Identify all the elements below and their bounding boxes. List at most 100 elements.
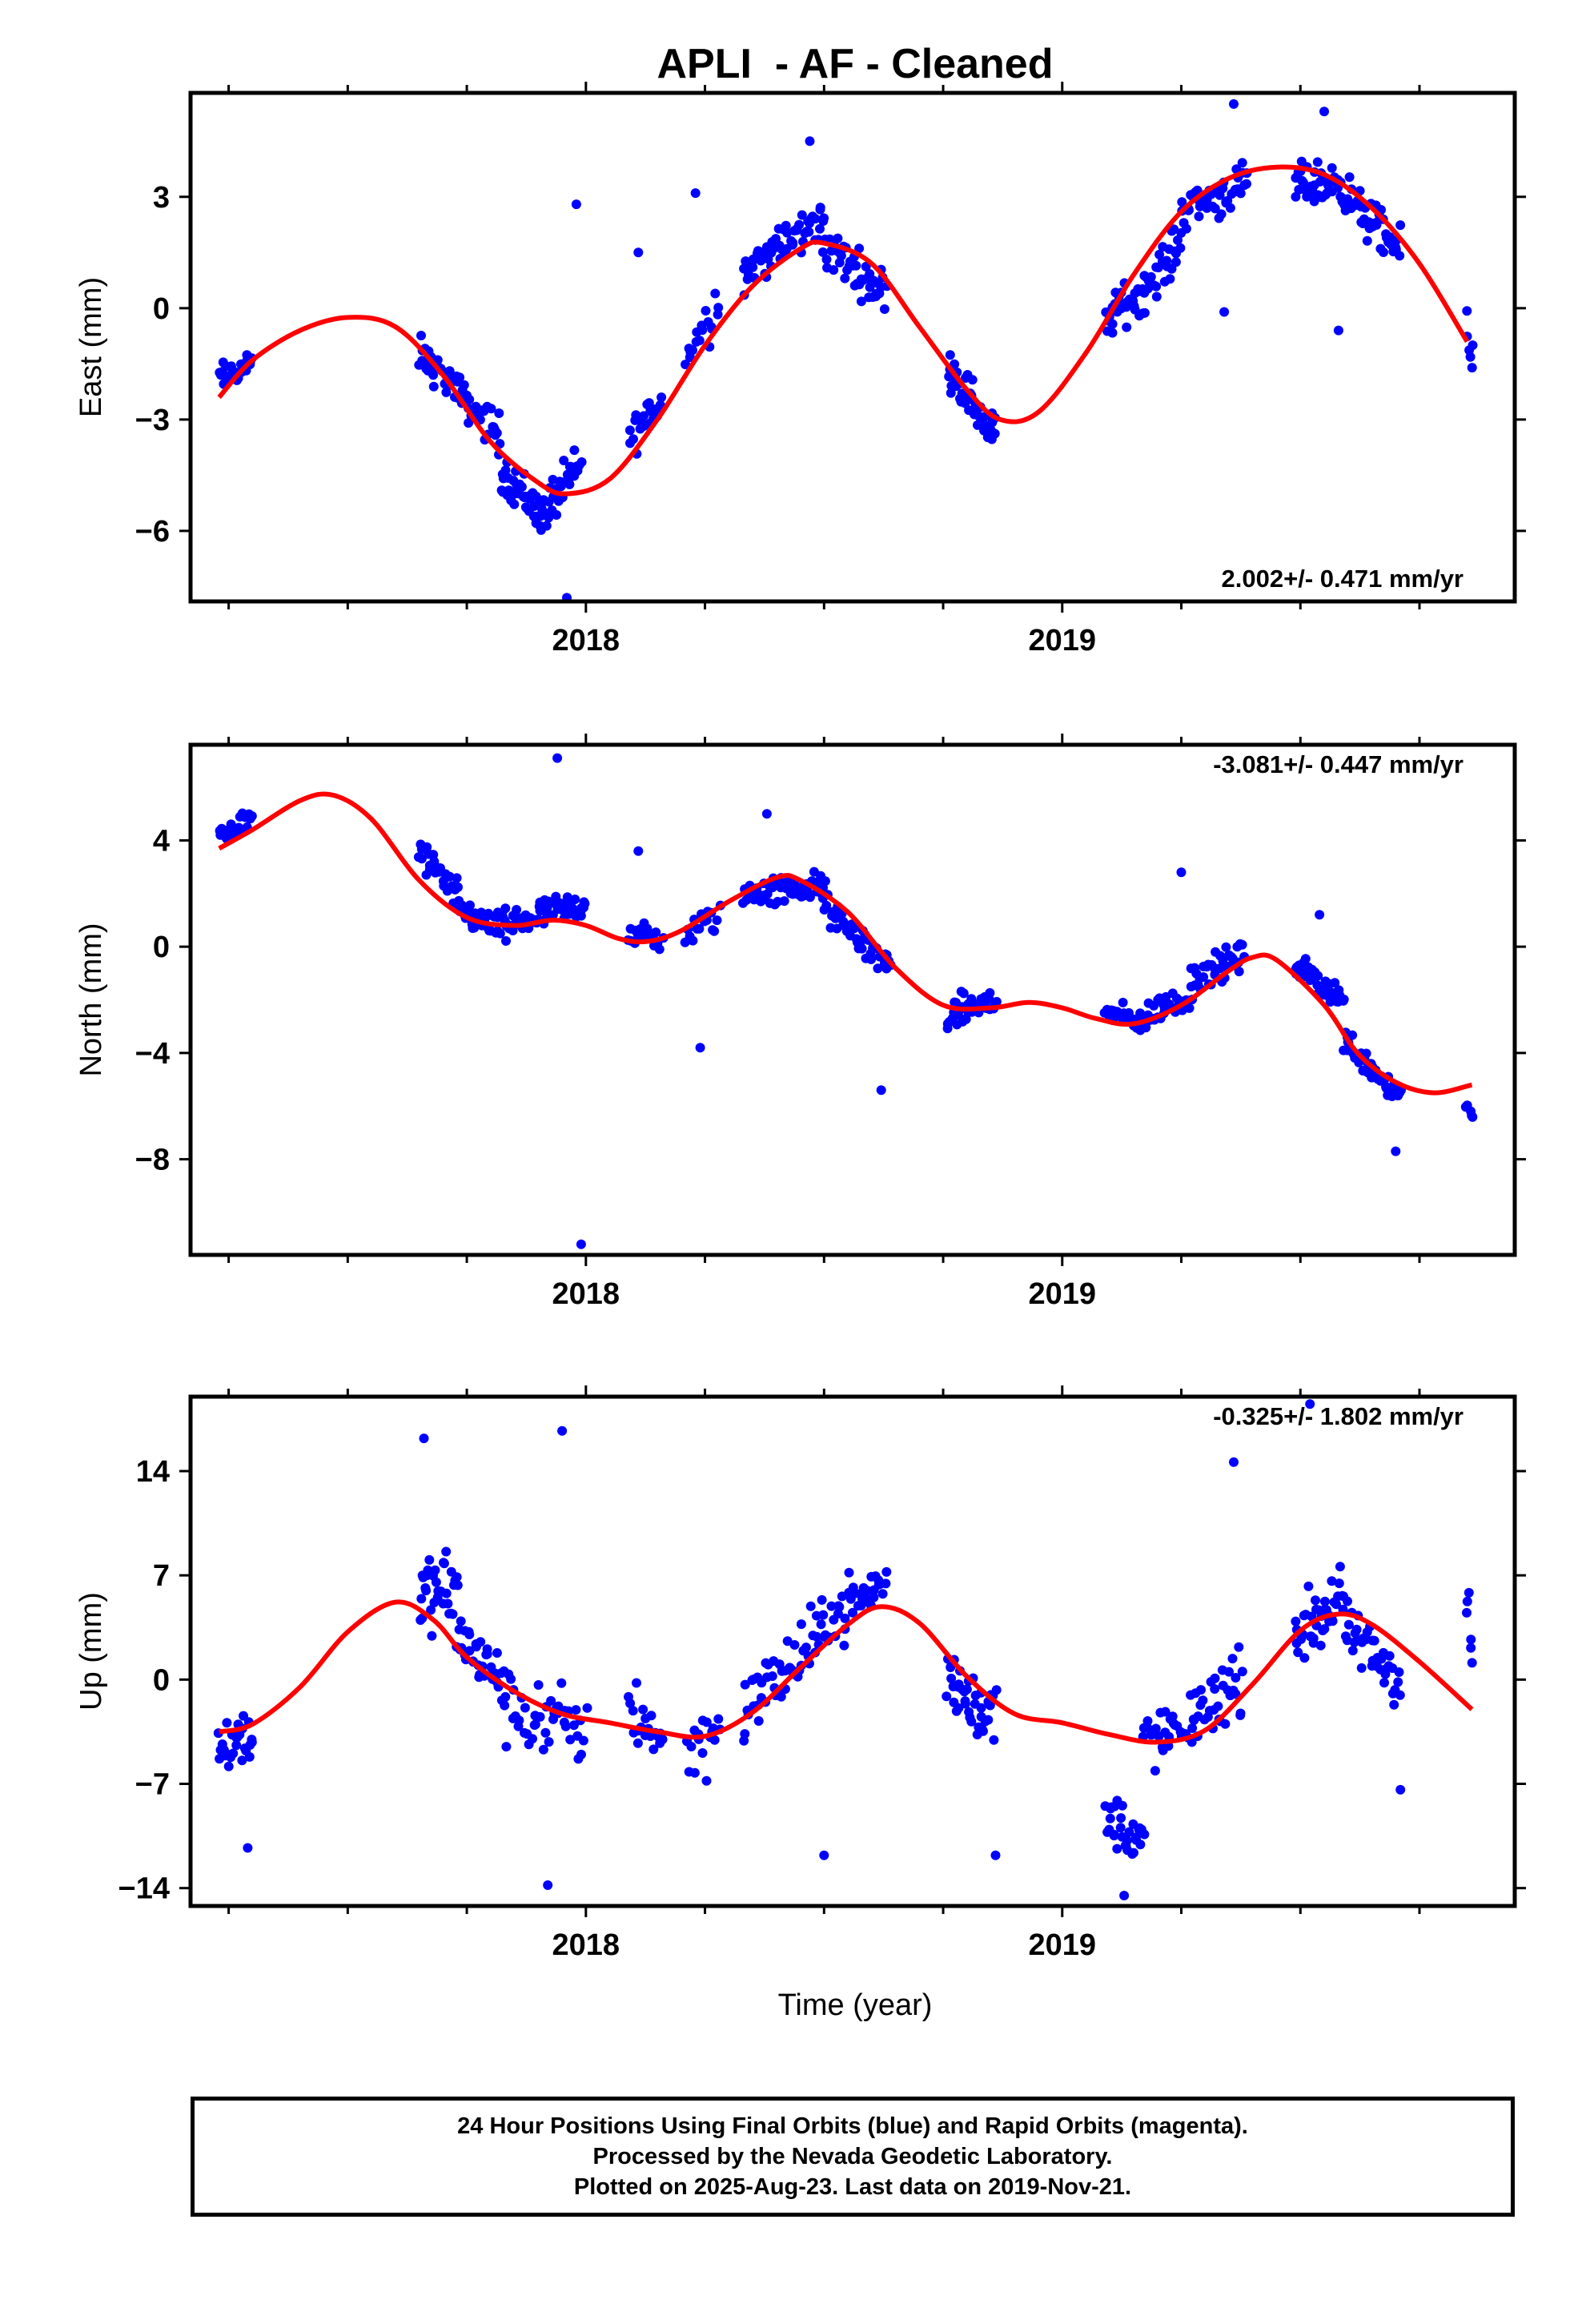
data-point — [1199, 972, 1209, 982]
data-point — [804, 227, 814, 237]
data-point — [444, 871, 455, 882]
data-point — [1468, 340, 1478, 351]
data-point — [244, 1751, 255, 1762]
data-point — [946, 1663, 956, 1672]
data-point — [1319, 1624, 1330, 1634]
data-point — [876, 1085, 886, 1096]
data-point — [1462, 1607, 1472, 1618]
data-point — [1139, 308, 1150, 318]
data-point — [1122, 322, 1132, 332]
data-point — [1308, 1638, 1319, 1648]
data-point — [810, 214, 821, 224]
data-point — [689, 1767, 700, 1778]
data-point — [849, 923, 860, 934]
data-point — [452, 1580, 463, 1590]
data-point — [1369, 1635, 1379, 1646]
data-point — [1218, 955, 1228, 966]
x-tick-label: 2018 — [552, 624, 620, 657]
data-point — [654, 944, 665, 955]
data-point — [464, 1626, 474, 1637]
data-point — [506, 1674, 516, 1684]
data-point — [782, 1636, 793, 1647]
data-point — [1237, 1667, 1247, 1677]
data-point — [631, 410, 641, 420]
data-point — [848, 1607, 857, 1618]
y-tick-label: 0 — [153, 1663, 170, 1697]
data-point — [985, 1700, 995, 1711]
data-point — [861, 261, 871, 271]
panel-up: 2018 2019 14 7 0 −7 −14 Up (mm) -0.325+/- 1.802 … — [74, 1385, 1526, 1962]
data-point — [500, 465, 511, 476]
data-point — [1115, 1823, 1126, 1833]
data-point — [877, 1589, 888, 1599]
data-point — [710, 288, 721, 299]
data-point — [428, 381, 439, 392]
data-point — [962, 1684, 972, 1695]
data-point — [247, 811, 257, 821]
data-point — [739, 1735, 749, 1746]
x-tick-label: 2018 — [552, 1928, 620, 1962]
data-point — [815, 223, 825, 234]
caption-line-1: 24 Hour Positions Using Final Orbits (bl… — [457, 2113, 1248, 2139]
data-point — [582, 1703, 592, 1713]
data-point — [701, 306, 711, 316]
data-point — [1210, 1684, 1220, 1694]
data-point — [576, 1749, 586, 1759]
data-point — [560, 1721, 571, 1731]
data-point — [632, 1738, 643, 1748]
data-point — [869, 1592, 879, 1602]
data-point — [1395, 1784, 1406, 1795]
data-point — [1229, 99, 1239, 109]
data-point — [424, 1554, 435, 1565]
data-point — [753, 1716, 764, 1726]
data-point — [1220, 1719, 1231, 1729]
data-point — [834, 1602, 845, 1612]
data-point — [854, 243, 865, 254]
data-point — [1198, 1695, 1208, 1706]
data-point — [788, 239, 798, 250]
data-point — [464, 418, 474, 428]
data-point — [694, 336, 705, 346]
data-point — [801, 1642, 811, 1653]
data-point — [1221, 942, 1231, 952]
data-point — [1142, 1716, 1153, 1726]
data-point — [562, 593, 572, 601]
data-point — [1327, 163, 1337, 173]
data-point — [494, 408, 504, 418]
data-point — [701, 1775, 712, 1786]
data-point — [817, 247, 828, 257]
data-point — [881, 1578, 891, 1589]
data-point — [1468, 1112, 1478, 1122]
data-point — [1466, 1634, 1476, 1645]
data-point — [1151, 292, 1162, 302]
data-point — [1235, 188, 1246, 199]
caption-line-2: Processed by the Nevada Geodetic Laborat… — [592, 2144, 1113, 2169]
data-point — [1395, 1690, 1405, 1700]
data-point — [1311, 1595, 1320, 1606]
data-point — [228, 1748, 239, 1759]
data-point — [1347, 1646, 1358, 1656]
data-point — [501, 936, 511, 946]
data-point — [713, 309, 723, 320]
data-point — [1118, 997, 1128, 1007]
data-point — [576, 457, 587, 467]
data-point — [453, 882, 463, 892]
data-point — [644, 398, 654, 408]
data-point — [833, 233, 843, 243]
data-point — [1343, 1596, 1352, 1606]
data-point — [243, 1843, 253, 1853]
panel-east: 2018 2019 3 0 −3 −6 East (mm) 2.002+/- 0.471 mm… — [74, 82, 1526, 657]
data-point — [516, 482, 527, 492]
data-point — [439, 1558, 449, 1569]
data-point — [812, 1631, 822, 1642]
x-tick-label: 2019 — [1029, 1277, 1097, 1311]
data-point — [1231, 1673, 1241, 1683]
data-point — [580, 899, 590, 909]
data-point — [819, 213, 829, 223]
data-point — [1181, 223, 1191, 234]
data-point — [1393, 1677, 1403, 1687]
north-points — [215, 753, 1478, 1249]
data-point — [469, 923, 480, 933]
data-point — [976, 1703, 986, 1713]
data-point — [695, 1043, 705, 1053]
